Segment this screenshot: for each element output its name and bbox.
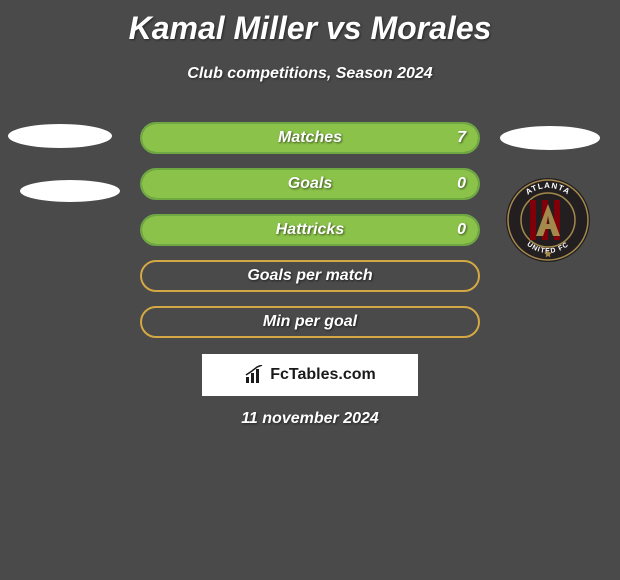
bar-hattricks: Hattricks 0 (140, 214, 480, 246)
brand-box: FcTables.com (202, 354, 418, 396)
bar-label: Matches (278, 129, 342, 147)
player-photo-placeholder-left-2 (20, 180, 120, 202)
bar-value: 7 (457, 129, 466, 147)
page-title: Kamal Miller vs Morales (0, 0, 620, 47)
bar-value: 0 (457, 175, 466, 193)
player-photo-placeholder-right-1 (500, 126, 600, 150)
brand-text: FcTables.com (270, 366, 376, 384)
stat-bars: Matches 7 Goals 0 Hattricks 0 Goals per … (140, 122, 480, 352)
club-badge-atlanta: ATLANTA UNITED FC (498, 178, 598, 263)
bar-label: Goals per match (247, 267, 372, 285)
bar-value: 0 (457, 221, 466, 239)
bar-min-per-goal: Min per goal (140, 306, 480, 338)
bar-goals-per-match: Goals per match (140, 260, 480, 292)
player-photo-placeholder-left-1 (8, 124, 112, 148)
bar-label: Goals (288, 175, 332, 193)
date-text: 11 november 2024 (0, 410, 620, 428)
bar-matches: Matches 7 (140, 122, 480, 154)
chart-icon (244, 365, 264, 385)
bar-goals: Goals 0 (140, 168, 480, 200)
bar-label: Hattricks (276, 221, 344, 239)
page-subtitle: Club competitions, Season 2024 (0, 65, 620, 83)
bar-label: Min per goal (263, 313, 357, 331)
